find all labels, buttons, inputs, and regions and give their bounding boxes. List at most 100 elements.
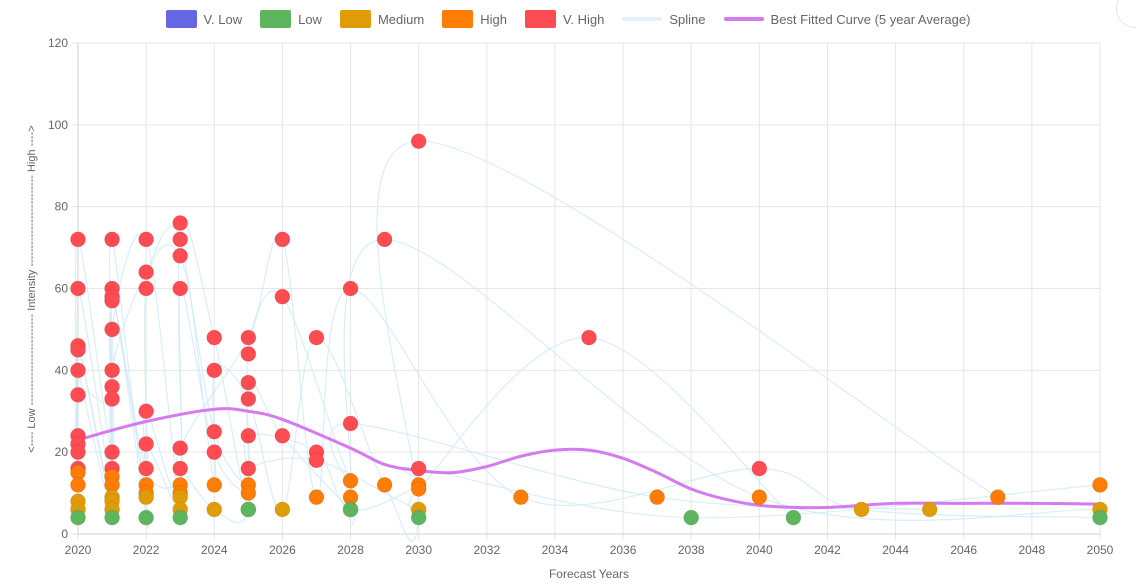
x-tick-label: 2034: [542, 543, 569, 557]
data-point-low[interactable]: [138, 509, 155, 526]
legend-swatch: [442, 10, 474, 28]
data-point-v-high[interactable]: [376, 231, 393, 248]
data-point-v-high[interactable]: [240, 329, 257, 346]
data-point-high[interactable]: [308, 489, 325, 506]
legend-item-low[interactable]: Low: [260, 10, 322, 28]
x-tick-label: 2028: [337, 543, 364, 557]
legend-item-medium[interactable]: Medium: [339, 10, 425, 28]
data-point-v-high[interactable]: [104, 362, 121, 379]
data-point-v-high[interactable]: [410, 460, 427, 477]
legend-item-spline[interactable]: Spline: [622, 11, 706, 27]
data-point-v-high[interactable]: [240, 390, 257, 407]
legend-label: Spline: [669, 11, 706, 27]
data-point-high[interactable]: [1092, 476, 1108, 493]
data-point-v-high[interactable]: [70, 386, 86, 403]
legend-item-high[interactable]: High: [442, 10, 507, 28]
data-point-v-high[interactable]: [240, 427, 257, 444]
data-point-v-high[interactable]: [138, 280, 155, 297]
data-point-high[interactable]: [989, 489, 1006, 506]
legend-label: Medium: [377, 11, 425, 27]
data-point-medium[interactable]: [206, 501, 223, 518]
data-point-medium[interactable]: [138, 489, 155, 506]
legend-item-v-high[interactable]: V. High: [524, 10, 604, 28]
data-point-low[interactable]: [104, 509, 121, 526]
data-point-v-high[interactable]: [240, 345, 257, 362]
legend-label: Best Fitted Curve (5 year Average): [770, 11, 971, 27]
data-point-v-high[interactable]: [274, 427, 291, 444]
data-point-high[interactable]: [70, 476, 86, 493]
data-point-v-high[interactable]: [240, 460, 257, 477]
grid-lines: [72, 42, 1101, 540]
y-tick-label: 0: [61, 527, 68, 541]
data-point-low[interactable]: [70, 509, 86, 526]
data-point-high[interactable]: [512, 489, 529, 506]
data-point-v-high[interactable]: [172, 215, 189, 232]
data-point-v-high[interactable]: [70, 231, 86, 248]
data-point-low[interactable]: [683, 509, 700, 526]
data-point-low[interactable]: [342, 501, 359, 518]
data-point-low[interactable]: [172, 509, 189, 526]
chart-legend: V. Low Low Medium High V. High Spline Best Fit…: [0, 7, 1136, 31]
data-point-high[interactable]: [342, 472, 359, 489]
data-point-v-high[interactable]: [172, 231, 189, 248]
data-point-low[interactable]: [240, 501, 257, 518]
data-point-v-high[interactable]: [172, 440, 189, 457]
data-point-medium[interactable]: [853, 501, 870, 518]
data-point-v-high[interactable]: [308, 329, 325, 346]
legend-label: V. Low: [203, 11, 243, 27]
data-point-v-high[interactable]: [206, 444, 223, 461]
x-tick-label: 2040: [746, 543, 773, 557]
data-point-high[interactable]: [751, 489, 768, 506]
data-point-v-high[interactable]: [172, 280, 189, 297]
x-tick-label: 2046: [950, 543, 977, 557]
y-tick-label: 60: [55, 282, 69, 296]
data-point-v-high[interactable]: [104, 321, 121, 338]
data-point-medium[interactable]: [274, 501, 291, 518]
data-point-high[interactable]: [649, 489, 666, 506]
data-point-low[interactable]: [785, 509, 802, 526]
axes: 2020 2022 2024 2026 2028 2030 2032 2034 2036 2038…: [48, 36, 1114, 557]
data-point-v-high[interactable]: [581, 329, 597, 346]
data-point-v-high[interactable]: [138, 231, 155, 248]
data-point-v-high[interactable]: [342, 280, 359, 297]
data-point-high[interactable]: [206, 476, 223, 493]
data-point-v-high[interactable]: [104, 444, 121, 461]
data-point-v-high[interactable]: [138, 460, 155, 477]
data-point-v-high[interactable]: [172, 247, 189, 264]
data-point-v-high[interactable]: [70, 444, 86, 461]
x-tick-label: 2042: [814, 543, 841, 557]
data-point-v-high[interactable]: [104, 231, 121, 248]
data-point-v-high[interactable]: [138, 264, 155, 281]
legend-item-v-low[interactable]: V. Low: [165, 10, 243, 28]
data-point-v-high[interactable]: [308, 452, 325, 469]
legend-swatch: [339, 10, 371, 28]
data-point-low[interactable]: [410, 509, 427, 526]
data-point-v-high[interactable]: [240, 374, 257, 391]
data-point-v-high[interactable]: [104, 390, 121, 407]
data-point-high[interactable]: [410, 480, 427, 497]
data-point-v-high[interactable]: [138, 435, 155, 452]
legend-item-best-fitted-curve-5-year-average-[interactable]: Best Fitted Curve (5 year Average): [723, 11, 971, 27]
data-point-v-high[interactable]: [206, 362, 223, 379]
data-point-v-high[interactable]: [206, 329, 223, 346]
data-point-v-high[interactable]: [751, 460, 768, 477]
data-point-v-high[interactable]: [70, 280, 86, 297]
legend-swatch: [622, 17, 663, 21]
data-point-low[interactable]: [1092, 509, 1108, 526]
data-point-v-high[interactable]: [274, 288, 291, 305]
data-point-high[interactable]: [376, 476, 393, 493]
data-point-v-high[interactable]: [410, 133, 427, 150]
data-point-v-high[interactable]: [342, 415, 359, 432]
data-point-v-high[interactable]: [274, 231, 291, 248]
data-point-v-high[interactable]: [138, 403, 155, 420]
data-point-v-high[interactable]: [70, 341, 86, 358]
data-point-medium[interactable]: [921, 501, 938, 518]
legend-label: Low: [298, 11, 322, 27]
data-point-v-high[interactable]: [70, 362, 86, 379]
data-point-v-high[interactable]: [172, 460, 189, 477]
x-tick-label: 2020: [65, 543, 92, 557]
data-point-v-high[interactable]: [206, 423, 223, 440]
data-point-high[interactable]: [240, 485, 257, 502]
data-point-v-high[interactable]: [104, 292, 121, 309]
